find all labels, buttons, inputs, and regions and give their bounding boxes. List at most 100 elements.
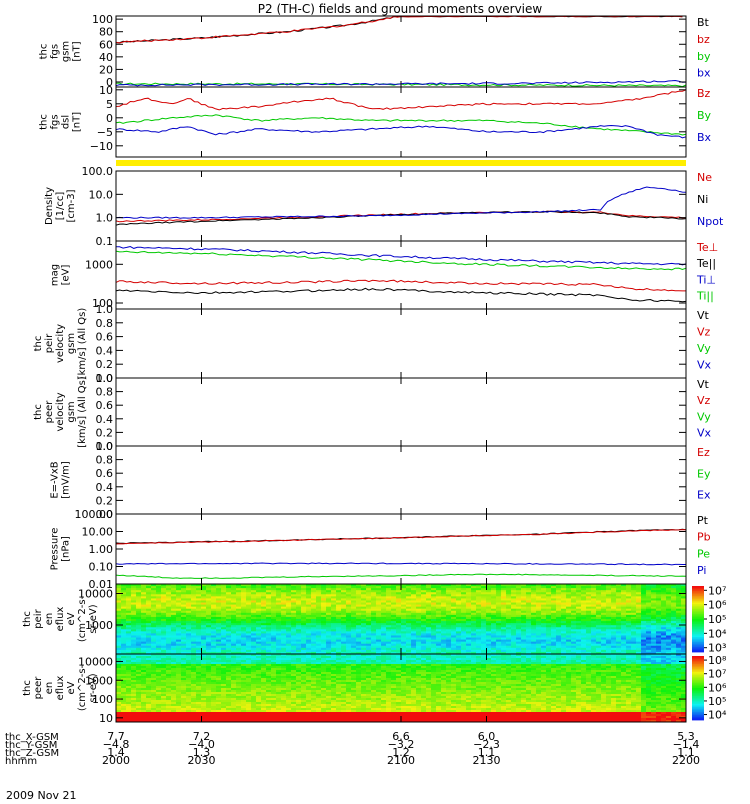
y-axis-label: velocity [55, 324, 66, 363]
colorbar-tick-label: 10⁴ [708, 627, 727, 640]
y-axis-label: eflux [55, 607, 66, 632]
legend-entry-Pt: Pt [697, 514, 709, 527]
y-axis-label: [mV/m] [61, 461, 72, 499]
quality-flag-bar [116, 160, 686, 166]
legend-entry-Npot: Npot [697, 215, 724, 228]
y-tick-label: 0.4 [96, 344, 114, 357]
legend-entry-Bx: Bx [697, 131, 712, 144]
series-line-Pb [116, 530, 686, 544]
y-tick-label: 100.0 [82, 165, 114, 178]
y-axis-label: E=-VxB [50, 461, 61, 498]
y-axis-label: thc [39, 114, 50, 130]
y-tick-label: 1000 [85, 258, 113, 271]
legend-entry-Ne: Ne [697, 171, 712, 184]
colorbar-tick-label: 10⁶ [708, 599, 727, 612]
y-tick-label: 0.1 [96, 235, 114, 248]
y-axis-label: fgs [50, 44, 61, 59]
y-axis-label: [eV] [61, 265, 72, 286]
series-line-Ti|| [116, 251, 686, 270]
y-axis-label: thc [39, 44, 50, 60]
series-line-bz [116, 16, 682, 43]
y-axis-label: (cm^2-s- [77, 595, 88, 642]
panel-frame [116, 309, 686, 378]
y-axis-label: eV [66, 612, 77, 625]
y-tick-label: 0.6 [96, 467, 114, 480]
y-tick-label: 10.0 [89, 188, 114, 201]
y-axis-label: gsm [66, 333, 77, 354]
series-line-Pi [116, 563, 686, 565]
y-axis-label: peir [44, 333, 55, 353]
legend-entry-Vx: Vx [697, 358, 712, 371]
y-axis-label: gsm [66, 401, 77, 422]
legend-entry-Pe: Pe [697, 547, 710, 560]
legend-entry-Ti||: Ti|| [696, 290, 714, 303]
y-tick-label: 1.0 [96, 440, 114, 453]
legend-entry-Vt: Vt [697, 309, 710, 322]
panel-frame [116, 87, 686, 157]
legend-entry-Ni: Ni [697, 193, 708, 206]
y-tick-label: 0.8 [96, 454, 114, 467]
y-axis-label: [nT] [72, 41, 83, 61]
y-axis-label: [km/s] (All Qs) [77, 308, 88, 380]
y-tick-label: 0.4 [96, 481, 114, 494]
y-tick-label: 0.8 [96, 386, 114, 399]
legend-entry-by: by [697, 50, 711, 63]
y-tick-label: 1.0 [96, 212, 114, 225]
panel-frame [116, 171, 686, 241]
series-line-Pe [116, 574, 686, 578]
legend-entry-Bt: Bt [697, 16, 710, 29]
y-axis-label: [nPa] [61, 536, 72, 562]
y-tick-label: 10 [99, 84, 113, 97]
y-axis-label: [km/s] (All Qs) [77, 376, 88, 448]
y-tick-label: 100.00 [75, 508, 114, 521]
series-line-Bx [116, 126, 686, 138]
series-line-Te|| [116, 288, 686, 302]
y-tick-label: 80 [99, 26, 113, 39]
y-tick-label: 0.2 [96, 494, 114, 507]
legend-entry-bx: bx [697, 67, 711, 80]
y-tick-label: 0.2 [96, 426, 114, 439]
y-axis-label: thc [33, 336, 44, 352]
y-tick-label: 1.00 [89, 543, 114, 556]
y-axis-label: peir [33, 608, 44, 628]
y-axis-label: thc [33, 404, 44, 420]
series-line-Ne [116, 211, 686, 222]
y-axis-label: sr-eV) [88, 604, 99, 633]
y-tick-label: 10.00 [82, 526, 114, 539]
panel-frame [116, 514, 686, 584]
legend-entry-Vx: Vx [697, 427, 712, 440]
y-tick-label: 0.6 [96, 399, 114, 412]
legend-entry-Vy: Vy [697, 410, 711, 423]
panel-frame [116, 378, 686, 446]
panel-frame [116, 16, 686, 87]
y-tick-label: 5 [106, 98, 113, 111]
y-axis-label: en [44, 613, 55, 626]
y-axis-label: dsl [61, 115, 72, 129]
y-tick-label: 1.0 [96, 372, 114, 385]
legend-entry-Bz: Bz [697, 87, 711, 100]
y-axis-label: [1/cc] [55, 192, 66, 221]
legend-entry-Vz: Vz [697, 394, 711, 407]
y-axis-label: gsm [61, 41, 72, 62]
y-tick-label: 0.10 [89, 561, 114, 574]
y-tick-label: 100 [92, 13, 113, 26]
y-tick-label: 20 [99, 63, 113, 76]
legend-entry-Vz: Vz [697, 325, 711, 338]
legend-entry-Pb: Pb [697, 531, 711, 544]
y-axis-label: [nT] [72, 112, 83, 132]
panel-frame [116, 241, 686, 309]
y-tick-label: 0.2 [96, 358, 114, 371]
y-axis-label: fgs [50, 114, 61, 129]
colorbar-tick-label: 10⁵ [708, 613, 726, 626]
y-axis-label: [cm-3] [66, 189, 77, 222]
series-line-Ti⊥ [116, 247, 686, 265]
legend-entry-By: By [697, 109, 712, 122]
y-tick-label: 0.6 [96, 331, 114, 344]
series-line-Te⊥ [116, 280, 686, 291]
y-axis-label: Density [44, 187, 55, 225]
y-axis-label: peer [44, 400, 55, 424]
y-tick-label: −5 [97, 126, 113, 139]
panel-frame [116, 446, 686, 514]
